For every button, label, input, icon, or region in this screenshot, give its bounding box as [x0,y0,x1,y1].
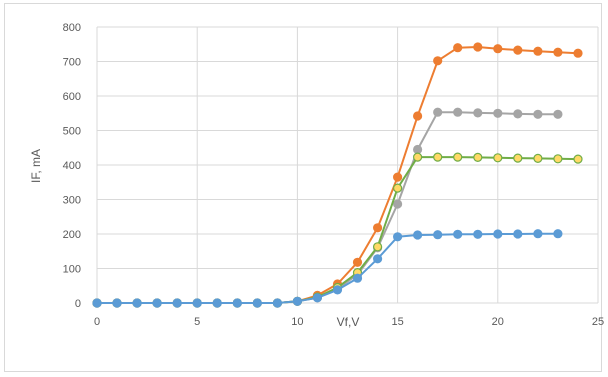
data-point [172,298,182,308]
data-point [453,152,463,162]
data-point [152,298,162,308]
data-point [533,229,543,239]
data-point [533,109,543,119]
data-point [413,230,423,240]
data-point [493,44,503,54]
data-point [553,154,563,164]
y-tick-label: 200 [63,229,81,241]
data-point [92,298,102,308]
data-point [413,144,423,155]
x-tick-label: 15 [391,316,403,328]
data-point [453,43,463,53]
data-point [513,153,523,163]
axes: 0 100 200 300 400 500 600 700 800 0 5 10 15 20 25 [63,22,604,328]
y-axis-title: IF, mA [29,149,43,183]
data-point [553,109,563,119]
data-point [212,298,222,308]
x-tick-label: 20 [492,316,504,328]
series-4 [92,229,563,308]
data-point [533,46,543,56]
data-point [393,199,403,209]
data-point [413,111,423,121]
data-point [513,45,523,55]
data-point [553,229,563,239]
series-2 [92,107,563,308]
data-point [493,153,503,163]
data-point [112,298,122,308]
y-tick-label: 300 [63,195,81,207]
y-tick-label: 800 [63,22,81,34]
data-point [533,153,543,163]
data-point [192,298,202,308]
x-axis-title: Vf,V [337,315,360,329]
data-point [433,152,443,162]
data-point [573,48,583,58]
data-point [373,223,383,233]
data-point [433,230,443,240]
data-point [292,296,302,306]
data-point [352,257,363,267]
x-tick-label: 5 [194,316,200,328]
y-tick-label: 500 [63,126,81,138]
y-tick-label: 600 [63,91,81,103]
y-tick-label: 0 [75,298,81,310]
x-tick-label: 25 [592,316,604,328]
grid [96,26,599,304]
series-line [97,111,558,304]
data-point [513,229,523,239]
data-point [553,47,563,57]
chart-area [4,3,602,372]
x-tick-label: 10 [291,316,303,328]
data-point [373,254,383,264]
y-tick-label: 100 [63,264,81,276]
data-point [433,56,443,66]
data-point [473,229,483,239]
data-point [252,298,262,308]
data-point [433,107,443,117]
x-tick-label: 0 [94,316,100,328]
data-point [473,108,483,118]
y-tick-label: 700 [63,57,81,69]
data-point [132,298,142,308]
data-point [393,172,403,182]
data-point [232,298,242,308]
data-point [473,42,483,52]
data-point [373,242,383,252]
data-point [493,108,503,118]
data-point [473,152,483,162]
y-tick-label: 400 [63,160,81,172]
data-point [493,229,503,239]
series-line [97,46,579,304]
data-point [332,285,343,295]
series-group [92,42,583,308]
data-point [393,232,403,242]
series-1 [92,42,583,308]
data-point [453,107,463,117]
data-point [272,298,282,308]
data-point [413,152,423,162]
data-point [573,154,583,164]
data-point [453,229,463,239]
data-point [393,183,403,193]
data-point [513,109,523,119]
series-3 [92,152,583,308]
data-point [312,293,322,303]
data-point [352,273,363,283]
